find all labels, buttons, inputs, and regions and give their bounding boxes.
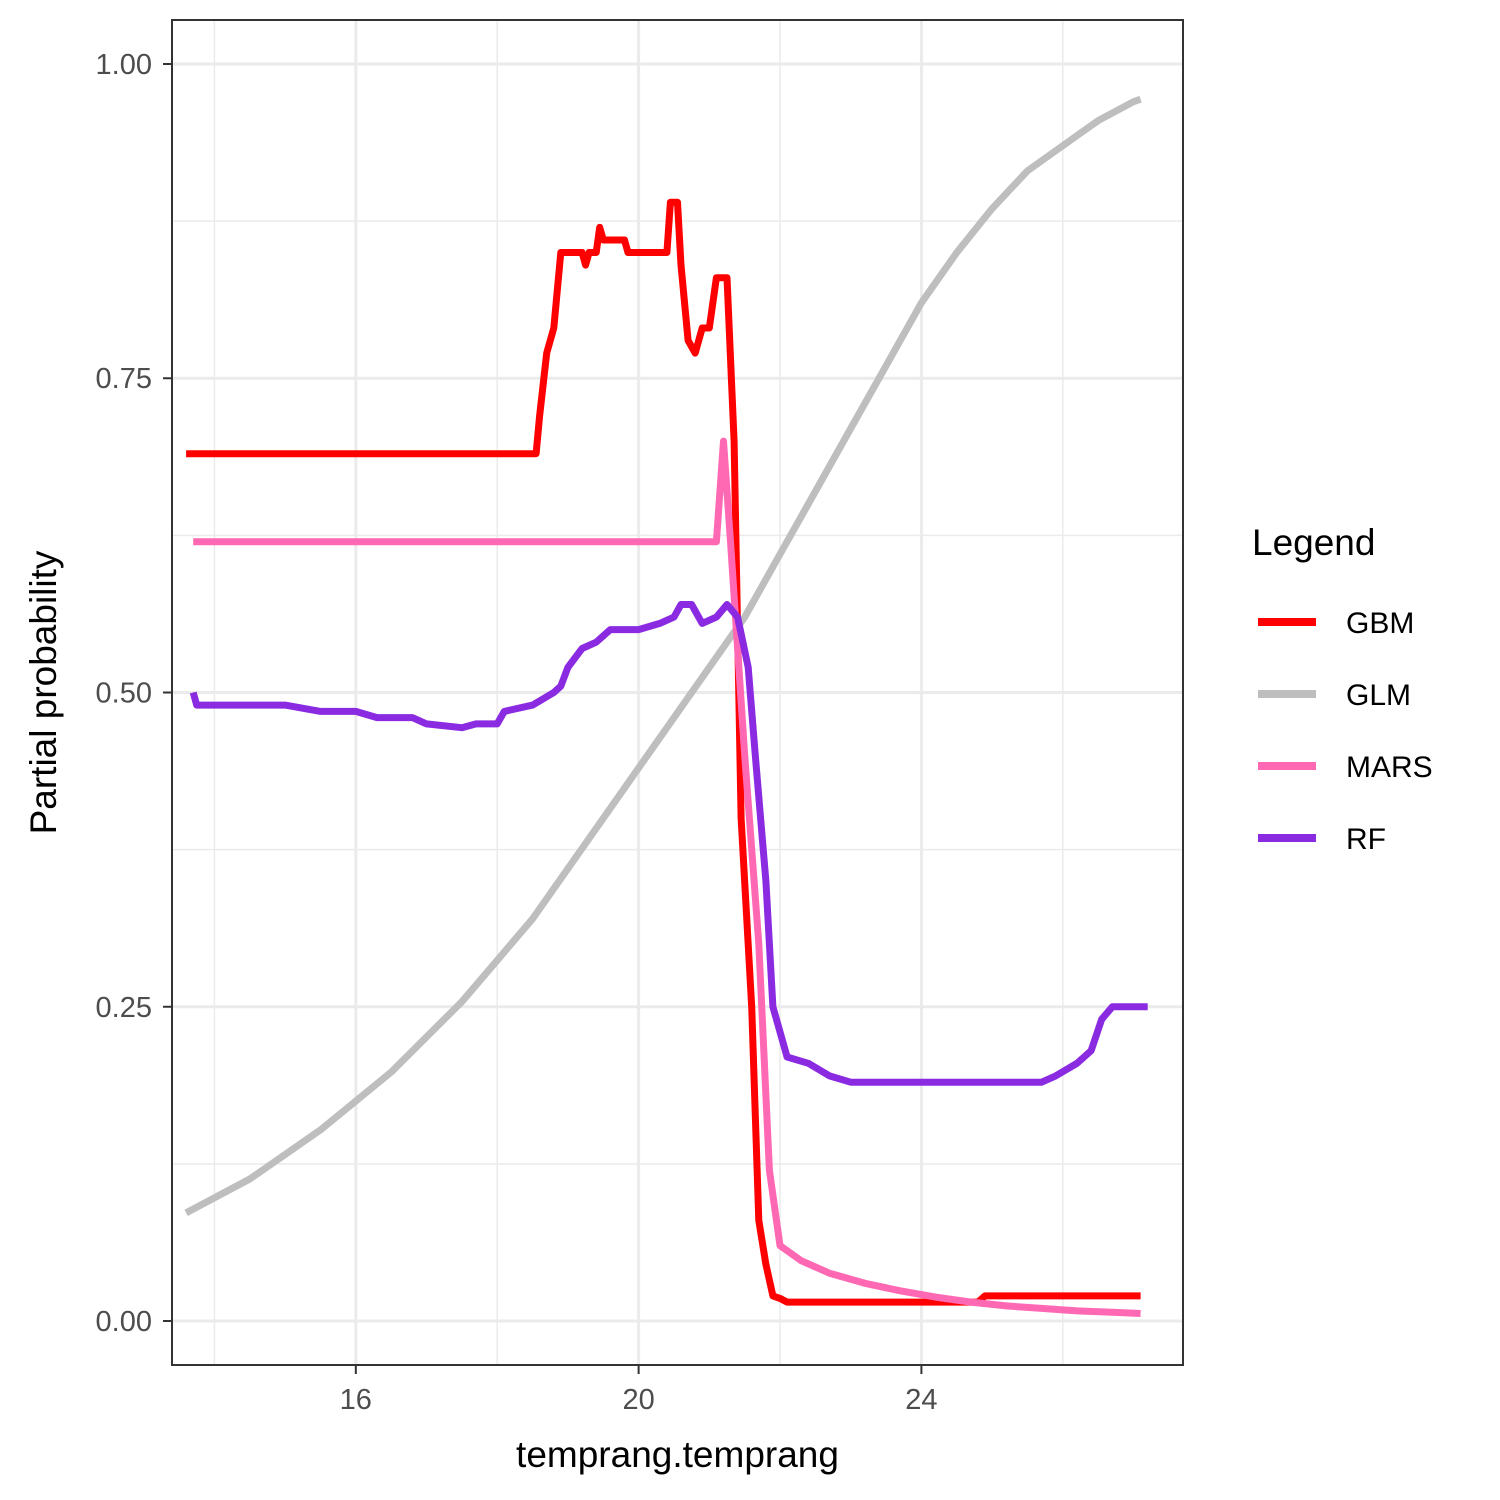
- y-tick-label: 0.75: [96, 363, 152, 395]
- legend-title: Legend: [1252, 522, 1375, 563]
- legend-label-glm: GLM: [1346, 679, 1411, 712]
- legend-label-mars: MARS: [1346, 751, 1433, 784]
- series-line-rf: [189, 601, 1148, 1086]
- y-tick-label: 0.50: [96, 678, 152, 710]
- series-line-gbm: [186, 198, 1141, 1306]
- x-tick-label: 20: [622, 1384, 654, 1416]
- y-tick-label: 1.00: [96, 49, 152, 81]
- tick-labels: 16 20 24 0.00 0.25 0.50 0.75 1.00: [96, 49, 938, 1416]
- legend: Legend GBM GLM MARS RF: [1252, 522, 1433, 856]
- legend-label-gbm: GBM: [1346, 607, 1414, 640]
- series-line-glm: [184, 95, 1142, 1216]
- y-axis-title: Partial probability: [23, 550, 64, 834]
- y-tick-label: 0.00: [96, 1306, 152, 1338]
- major-gridlines: [172, 20, 1183, 1365]
- y-tick-label: 0.25: [96, 992, 152, 1024]
- legend-label-rf: RF: [1346, 823, 1386, 856]
- x-tick-label: 16: [340, 1384, 372, 1416]
- x-axis-title: temprang.temprang: [516, 1434, 839, 1475]
- axis-ticks: [163, 62, 923, 1374]
- series-line-mars: [193, 437, 1141, 1317]
- x-tick-label: 24: [905, 1384, 937, 1416]
- series-lines: [184, 95, 1148, 1317]
